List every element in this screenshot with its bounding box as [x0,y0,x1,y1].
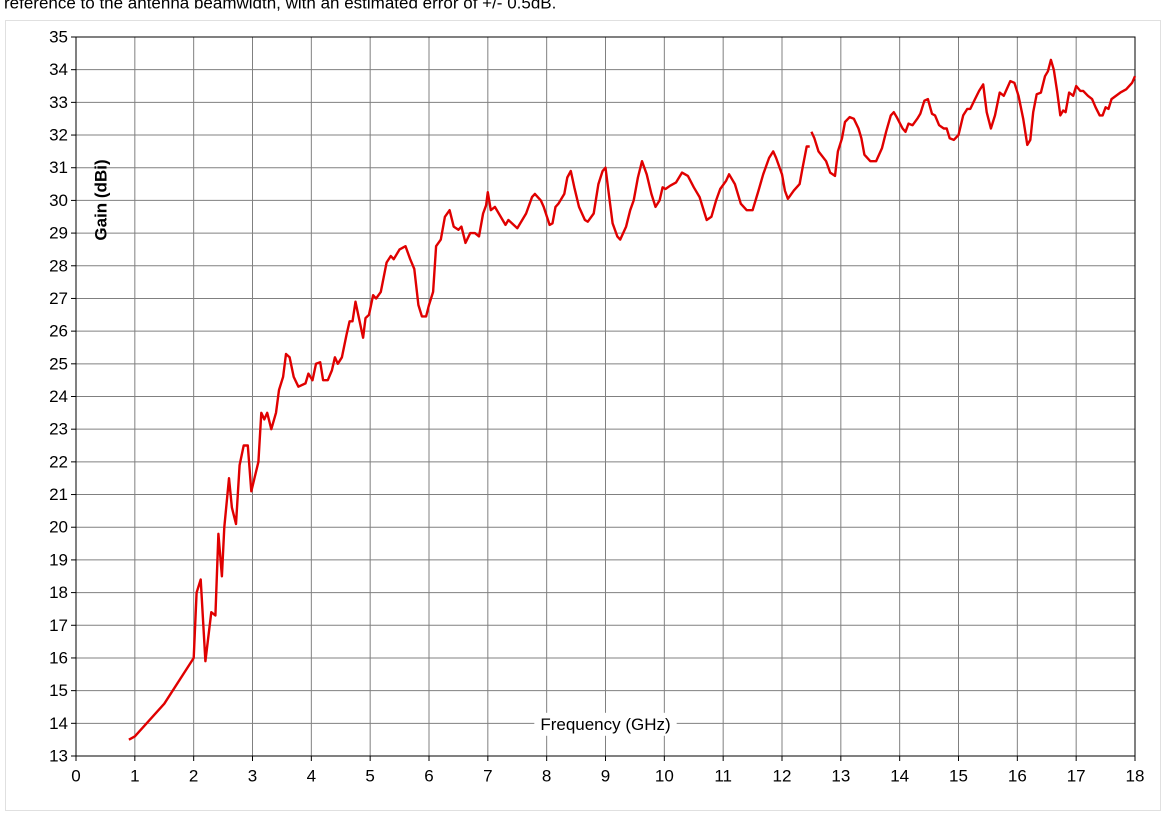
x-tick-label: 13 [831,766,850,785]
x-tick-label: 2 [189,766,198,785]
y-tick-label: 30 [49,191,68,210]
y-tick-label: 16 [49,648,68,667]
x-tick-label: 7 [483,766,492,785]
y-tick-label: 26 [49,322,68,341]
y-tick-label: 29 [49,224,68,243]
x-axis-label-bg [534,712,677,736]
y-tick-label: 21 [49,485,68,504]
y-tick-label: 20 [49,518,68,537]
x-tick-label: 8 [542,766,551,785]
x-axis-label: Frequency (GHz) [540,715,670,734]
x-tick-label: 9 [601,766,610,785]
y-tick-label: 23 [49,420,68,439]
y-tick-label: 13 [49,746,68,765]
x-tick-label: 16 [1008,766,1027,785]
y-tick-label: 32 [49,126,68,145]
x-tick-label: 3 [248,766,257,785]
x-tick-label: 5 [365,766,374,785]
frame [5,20,1161,811]
y-tick-label: 14 [49,714,68,733]
caption: reference to the antenna beamwidth, with… [4,0,556,12]
y-tick-label: 18 [49,583,68,602]
y-tick-label: 25 [49,354,68,373]
plot-border [75,36,1136,757]
y-tick-label: 27 [49,289,68,308]
x-tick-label: 0 [71,766,80,785]
y-tick-label: 15 [49,681,68,700]
y-tick-label: 17 [49,616,68,635]
y-tick-label: 31 [49,158,68,177]
x-tick-label: 11 [714,766,732,785]
y-tick-label: 22 [49,452,68,471]
x-tick-label: 4 [307,766,316,785]
x-tick-label: 10 [655,766,674,785]
series-line [128,58,1137,741]
y-tick-label: 28 [49,256,68,275]
y-tick-label: 19 [49,550,68,569]
x-tick-label: 6 [424,766,433,785]
y-tick-label: 33 [49,93,68,112]
x-tick-label: 17 [1067,766,1086,785]
x-tick-label: 12 [773,766,792,785]
y-axis-label: Gain (dBi) [91,159,110,240]
x-tick-label: 15 [949,766,968,785]
x-tick-label: 1 [130,766,139,785]
y-tick-label: 34 [49,60,68,79]
y-tick-label: 35 [49,27,68,46]
y-tick-label: 24 [49,387,68,406]
x-tick-label: 18 [1126,766,1145,785]
x-tick-label: 14 [890,766,909,785]
